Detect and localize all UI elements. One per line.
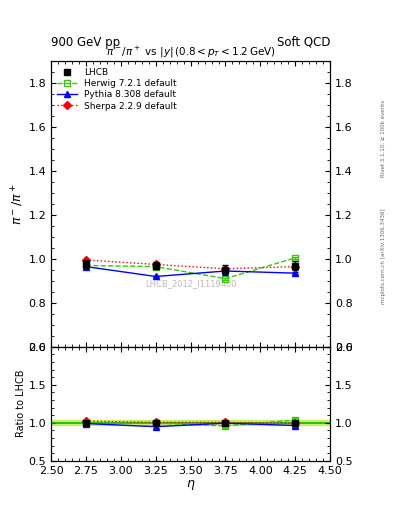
Text: 900 GeV pp: 900 GeV pp (51, 36, 120, 49)
Legend: LHCB, Herwig 7.2.1 default, Pythia 8.308 default, Sherpa 2.2.9 default: LHCB, Herwig 7.2.1 default, Pythia 8.308… (55, 65, 180, 113)
X-axis label: $\eta$: $\eta$ (186, 478, 195, 493)
Text: Rivet 3.1.10, ≥ 100k events: Rivet 3.1.10, ≥ 100k events (381, 100, 386, 177)
Text: mcplots.cern.ch [arXiv:1306.3436]: mcplots.cern.ch [arXiv:1306.3436] (381, 208, 386, 304)
Y-axis label: $\pi^-/\pi^+$: $\pi^-/\pi^+$ (9, 183, 26, 225)
Text: Soft QCD: Soft QCD (277, 36, 330, 49)
Text: LHCB_2012_I1119400: LHCB_2012_I1119400 (145, 280, 236, 288)
Title: $\pi^-/\pi^+$ vs $|y|\,(0.8 < p_T < 1.2\,\mathrm{GeV})$: $\pi^-/\pi^+$ vs $|y|\,(0.8 < p_T < 1.2\… (106, 45, 275, 60)
Y-axis label: Ratio to LHCB: Ratio to LHCB (16, 370, 26, 437)
